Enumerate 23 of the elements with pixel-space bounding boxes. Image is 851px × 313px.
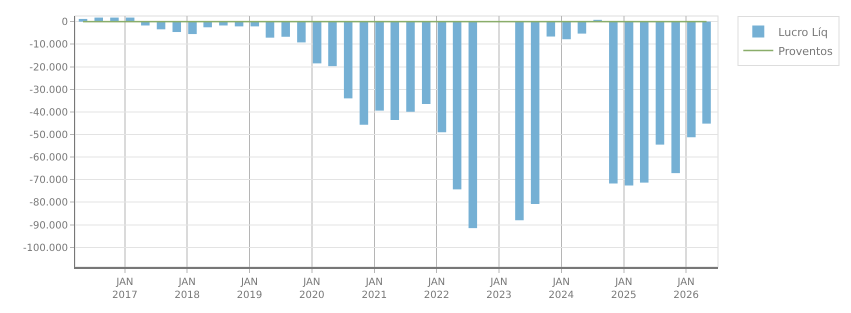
- legend-label: Proventos: [778, 44, 834, 58]
- x-tick-label: JAN 2025: [611, 277, 636, 301]
- x-tick-label: JAN 2021: [362, 277, 388, 301]
- y-tick-label: -90.000: [29, 220, 68, 232]
- x-tick-label: JAN 2026: [673, 277, 699, 301]
- x-tick-label: JAN 2023: [486, 277, 512, 301]
- y-tick-label: -70.000: [29, 175, 68, 186]
- y-tick-label: -40.000: [29, 107, 68, 118]
- y-tick-label: -10.000: [29, 40, 68, 51]
- y-tick-label: 0: [62, 17, 68, 28]
- x-tick-label: JAN 2019: [236, 277, 262, 301]
- x-tick-label: JAN 2020: [299, 277, 325, 301]
- x-tick-label: JAN 2017: [112, 277, 138, 301]
- x-tick-label: JAN 2024: [548, 277, 574, 301]
- x-tick-label: JAN 2022: [424, 277, 450, 301]
- y-tick-label: -60.000: [29, 152, 68, 164]
- x-tick-label: JAN 2018: [174, 277, 200, 301]
- legend-label: Lucro Líq: [778, 26, 828, 39]
- y-tick-label: -30.000: [29, 84, 68, 96]
- y-tick-label: -100.000: [23, 242, 68, 254]
- y-tick-label: -80.000: [29, 198, 68, 209]
- y-tick-label: -20.000: [29, 62, 68, 74]
- y-tick-label: -50.000: [29, 130, 68, 141]
